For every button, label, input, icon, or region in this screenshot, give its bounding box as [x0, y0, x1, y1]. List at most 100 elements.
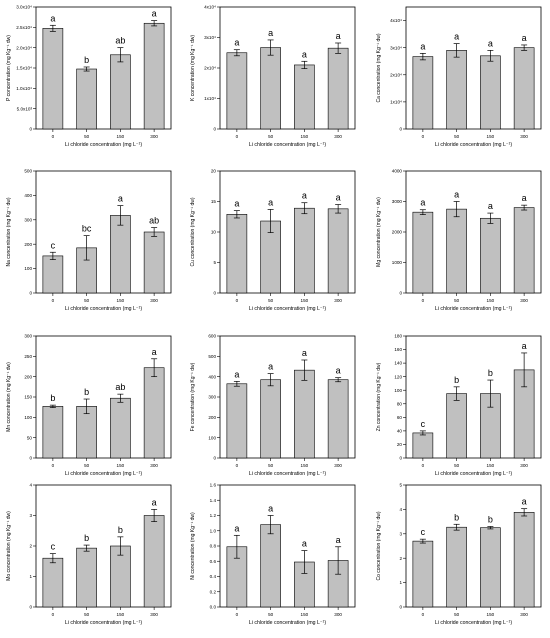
y-tick-label: 5 [399, 483, 402, 488]
chart-panel: 0 5.0x10³ 1.0x10⁴ 1.5x10⁴ 2.0x10⁴ 2.5x10⁴ 3.0x… [6, 5, 172, 148]
x-axis-title: Li chloride concentration (mg L⁻¹) [65, 471, 142, 477]
x-tick-label: 150 [487, 612, 495, 617]
significance-letter: a [302, 191, 307, 201]
bar [412, 540, 434, 608]
y-axis-title: Ca concentration (mg Kg⁻¹ dw) [376, 33, 382, 102]
y-tick-label: 100 [208, 435, 216, 440]
y-axis-title: Co concentration (mg Kg⁻¹ dw) [376, 511, 382, 580]
x-tick-label: 150 [487, 134, 495, 139]
bar [294, 64, 315, 130]
x-tick-label: 150 [487, 463, 495, 468]
x-tick-label: 50 [454, 612, 460, 617]
chart-panel: 0 50 100 150 200 250 300 Mn concentration (mg K… [6, 334, 172, 477]
bar [143, 231, 165, 294]
y-tick-label: 300 [208, 395, 216, 400]
y-tick-label: 2.0x10⁴ [16, 45, 32, 50]
y-tick-label: 0 [399, 127, 402, 132]
x-tick-label: 150 [117, 298, 125, 303]
x-axis-title: Li chloride concentration (mg L⁻¹) [435, 142, 512, 148]
y-tick-label: 600 [208, 334, 216, 339]
y-tick-label: 2 [399, 556, 402, 561]
x-axis-title: Li chloride concentration (mg L⁻¹) [249, 620, 326, 626]
significance-letter: a [234, 38, 239, 48]
y-tick-label: 4x10⁴ [390, 18, 402, 23]
bar [226, 214, 248, 294]
significance-letter: a [268, 362, 273, 372]
significance-letter: b [488, 514, 493, 524]
significance-letter: a [336, 535, 341, 545]
y-tick-label: 80 [397, 401, 403, 406]
y-tick-label: 300 [24, 334, 32, 339]
x-tick-label: 300 [520, 463, 528, 468]
y-tick-label: 3000 [392, 199, 403, 204]
significance-letter: a [234, 523, 239, 533]
x-tick-label: 0 [236, 298, 239, 303]
y-tick-label: 3x10⁴ [390, 45, 402, 50]
y-tick-label: 1 [399, 580, 402, 585]
bar [327, 379, 349, 459]
significance-letter: ab [149, 216, 159, 226]
y-tick-label: 100 [24, 415, 32, 420]
y-tick-label: 1.5x10⁴ [16, 66, 32, 71]
y-tick-label: 3x10⁴ [204, 35, 216, 40]
significance-letter: ab [115, 36, 125, 46]
chart-panel: 0 5 10 15 20 Cu concentration (mg Kg⁻¹ dw) a 0 a… [190, 169, 356, 312]
y-tick-label: 1.0x10⁴ [16, 86, 32, 91]
x-axis-title: Li chloride concentration (mg L⁻¹) [249, 142, 326, 148]
significance-letter: a [454, 190, 459, 200]
y-tick-label: 3.0x10⁴ [16, 5, 32, 10]
x-axis-title: Li chloride concentration (mg L⁻¹) [249, 471, 326, 477]
bar [110, 397, 131, 459]
significance-letter: bc [82, 224, 92, 234]
x-tick-label: 150 [117, 134, 125, 139]
bar [412, 211, 434, 294]
y-axis-title: K concentration (mg Kg⁻¹ dw) [190, 35, 196, 101]
bar [412, 432, 434, 459]
significance-letter: a [488, 201, 493, 211]
y-tick-label: 4 [29, 483, 32, 488]
y-tick-label: 0 [29, 605, 32, 610]
x-tick-label: 300 [150, 298, 158, 303]
bar [42, 406, 64, 459]
y-tick-label: 10 [211, 230, 217, 235]
y-tick-label: 0 [29, 291, 32, 296]
y-axis-title: Fe concentration (mg Kg⁻¹ dw) [190, 362, 196, 431]
bar [226, 52, 248, 130]
y-tick-label: 5.0x10³ [17, 106, 33, 111]
significance-letter: a [268, 197, 273, 207]
y-tick-label: 1.4 [210, 498, 217, 503]
y-tick-label: 2x10⁴ [390, 72, 402, 77]
significance-letter: a [522, 341, 527, 351]
x-tick-label: 0 [422, 463, 425, 468]
x-tick-label: 0 [422, 298, 425, 303]
y-tick-label: 1000 [392, 260, 403, 265]
y-axis-title: Ni concentration (mg Kg⁻¹ dw) [190, 512, 196, 580]
y-tick-label: 0 [213, 456, 216, 461]
bar [412, 56, 434, 130]
y-tick-label: 0.8 [210, 544, 217, 549]
significance-letter: b [84, 533, 89, 543]
x-tick-label: 50 [268, 298, 274, 303]
bar [446, 526, 467, 608]
y-tick-label: 0 [213, 127, 216, 132]
y-tick-label: 2.5x10⁴ [16, 25, 32, 30]
bar [480, 55, 501, 130]
bar [513, 512, 535, 608]
y-tick-label: 1x10⁴ [204, 96, 216, 101]
x-axis-title: Li chloride concentration (mg L⁻¹) [435, 620, 512, 626]
x-tick-label: 300 [150, 612, 158, 617]
y-tick-label: 60 [397, 415, 403, 420]
chart-panel: 0 1x10⁴ 2x10⁴ 3x10⁴ 4x10⁴ K concentration (mg… [190, 5, 356, 148]
x-axis-title: Li chloride concentration (mg L⁻¹) [65, 620, 142, 626]
significance-letter: a [420, 198, 425, 208]
x-axis-title: Li chloride concentration (mg L⁻¹) [65, 306, 142, 312]
x-tick-label: 300 [520, 612, 528, 617]
bar [513, 47, 535, 130]
significance-letter: b [488, 368, 493, 378]
significance-letter: a [522, 497, 527, 507]
significance-letter: b [84, 387, 89, 397]
x-tick-label: 300 [334, 298, 342, 303]
significance-letter: a [302, 539, 307, 549]
